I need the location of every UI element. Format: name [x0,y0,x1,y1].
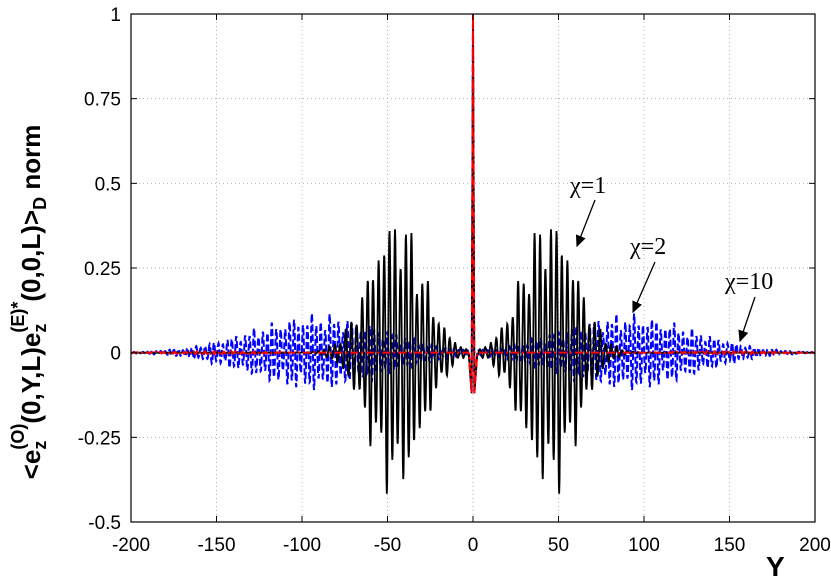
y-tick-label: -0.5 [88,513,121,534]
series-layer [130,13,816,494]
annotation-arrow-1 [575,199,596,248]
x-tick-label: 200 [799,535,831,556]
x-tick-label: -50 [374,535,401,556]
x-tick-label: 150 [714,535,746,556]
y-axis-label: <ez(O)(0,Y,L)ez(E)*(0,0,L)>D norm [8,125,50,480]
annotation-label-2: χ=2 [629,234,666,260]
y-tick-label: 0.25 [84,259,121,280]
x-tick-label: 50 [548,535,569,556]
y-tick-label: 0 [110,344,121,365]
annotations: χ=1 χ=2 χ=10 [569,173,773,343]
annotation-label-1: χ=1 [569,173,606,199]
y-tick-label: 0.5 [95,174,121,195]
series-line-2 [130,13,816,394]
annotation-arrow-3 [738,296,756,343]
x-tick-label: -150 [197,535,235,556]
x-axis-label: Y [766,551,785,578]
series-line-3 [130,13,816,394]
x-tick-label: 100 [628,535,660,556]
x-tick-label: -200 [112,535,150,556]
y-tick-label: 0.75 [84,90,121,111]
y-tick-label: -0.25 [78,428,121,449]
x-tick-label: 0 [468,535,479,556]
x-tick-label: -100 [283,535,321,556]
annotation-label-3: χ=10 [724,269,773,295]
annotation-arrow-2 [632,261,656,314]
y-tick-label: 1 [110,5,121,26]
ticks: -200 -150 -100 -50 0 50 100 150 200 -0.5 -0.25 0 0.2… [78,5,831,556]
